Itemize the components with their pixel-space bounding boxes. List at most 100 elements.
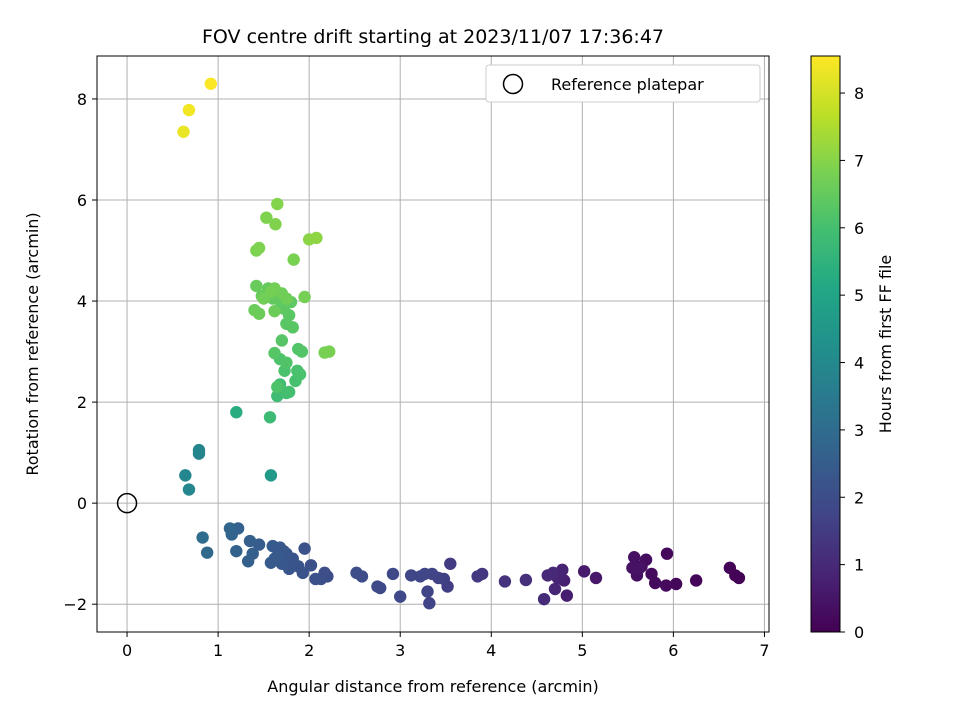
colorbar-tick-label: 4	[854, 354, 864, 373]
x-tick-label: 3	[395, 641, 405, 660]
data-point	[498, 575, 512, 588]
data-point	[560, 589, 574, 602]
data-point	[541, 569, 554, 582]
data-point	[414, 570, 427, 583]
data-point	[287, 253, 300, 266]
data-point	[243, 534, 257, 548]
scatter-points	[177, 77, 746, 610]
y-tick-label: 2	[77, 393, 87, 412]
data-point	[223, 522, 237, 535]
data-point	[282, 385, 296, 399]
data-point	[293, 368, 307, 381]
colorbar-tick-label: 8	[854, 84, 864, 103]
colorbar-tick-label: 5	[854, 286, 864, 305]
data-point	[310, 231, 323, 245]
data-point	[252, 307, 266, 320]
data-point	[250, 279, 263, 293]
data-point	[196, 531, 209, 544]
colorbar-tick-label: 1	[854, 556, 864, 575]
data-point	[394, 590, 407, 603]
data-point	[241, 555, 255, 568]
data-point	[577, 565, 591, 578]
data-point	[271, 197, 284, 211]
y-axis: −2 0 2 4 6 8	[63, 90, 97, 614]
data-point	[404, 569, 418, 582]
data-point	[304, 559, 318, 572]
plot-area	[96, 55, 770, 633]
data-point	[322, 345, 336, 358]
data-point	[264, 469, 278, 482]
data-point	[723, 561, 737, 575]
data-point	[275, 334, 289, 347]
colorbar-tick-label: 6	[854, 219, 864, 238]
colorbar-tick-label: 2	[854, 488, 864, 507]
x-tick-label: 1	[213, 641, 223, 660]
data-point	[628, 551, 641, 564]
x-tick-label: 2	[304, 641, 314, 660]
data-point	[264, 285, 278, 299]
data-point	[177, 125, 190, 138]
data-point	[669, 577, 683, 591]
colorbar: 0 1 2 3 4 5 6 7 8 Hours from first FF file	[810, 55, 895, 642]
colorbar-gradient	[810, 55, 841, 633]
data-point	[421, 585, 434, 598]
data-point	[632, 562, 645, 576]
x-tick-label: 0	[122, 641, 132, 660]
y-tick-label: 4	[77, 292, 87, 311]
data-point	[444, 557, 457, 570]
x-axis-label: Angular distance from reference (arcmin)	[267, 677, 598, 696]
data-point	[268, 346, 281, 360]
y-tick-label: 0	[77, 494, 87, 513]
data-point	[182, 483, 196, 496]
legend-label: Reference platepar	[551, 75, 704, 94]
data-point	[371, 580, 384, 593]
data-point	[266, 539, 279, 553]
x-tick-label: 7	[759, 641, 769, 660]
data-point	[660, 547, 674, 560]
data-point	[298, 542, 311, 555]
data-point	[645, 567, 658, 581]
legend: Reference platepar	[485, 64, 761, 103]
x-axis: 0 1 2 3 4 5 6 7	[122, 632, 770, 660]
reference-platepar-marker	[116, 492, 138, 514]
plot-background	[97, 56, 769, 632]
data-point	[252, 241, 266, 255]
data-point	[280, 356, 293, 369]
data-point	[350, 566, 363, 580]
data-point	[268, 304, 281, 318]
y-axis-label: Rotation from reference (arcmin)	[23, 212, 42, 475]
data-point	[471, 570, 484, 583]
colorbar-label: Hours from first FF file	[876, 255, 895, 434]
data-point	[182, 103, 196, 117]
data-point	[689, 574, 703, 587]
y-tick-label: 6	[77, 191, 87, 210]
y-tick-label: −2	[63, 595, 87, 614]
data-point	[230, 406, 243, 419]
data-point	[280, 292, 293, 305]
x-tick-label: 5	[577, 641, 587, 660]
colorbar-ticks: 0 1 2 3 4 5 6 7 8	[840, 84, 864, 642]
data-point	[263, 411, 277, 424]
data-point	[264, 556, 278, 569]
data-point	[192, 443, 206, 457]
colorbar-tick-label: 7	[854, 151, 864, 170]
data-point	[204, 77, 218, 90]
data-point	[271, 380, 284, 394]
data-point	[200, 546, 214, 559]
plot-frame	[96, 55, 770, 633]
data-point	[179, 469, 192, 482]
x-tick-label: 4	[486, 641, 496, 660]
legend-marker-icon	[502, 73, 524, 95]
legend-box	[485, 64, 761, 103]
data-point	[589, 571, 603, 585]
data-point	[519, 573, 533, 587]
data-point	[295, 345, 309, 358]
x-tick-label: 6	[668, 641, 678, 660]
data-point	[309, 572, 322, 586]
colorbar-tick-label: 3	[854, 421, 864, 440]
data-point	[386, 567, 400, 581]
data-point	[423, 597, 436, 610]
data-point	[230, 544, 243, 558]
data-point	[260, 211, 273, 224]
